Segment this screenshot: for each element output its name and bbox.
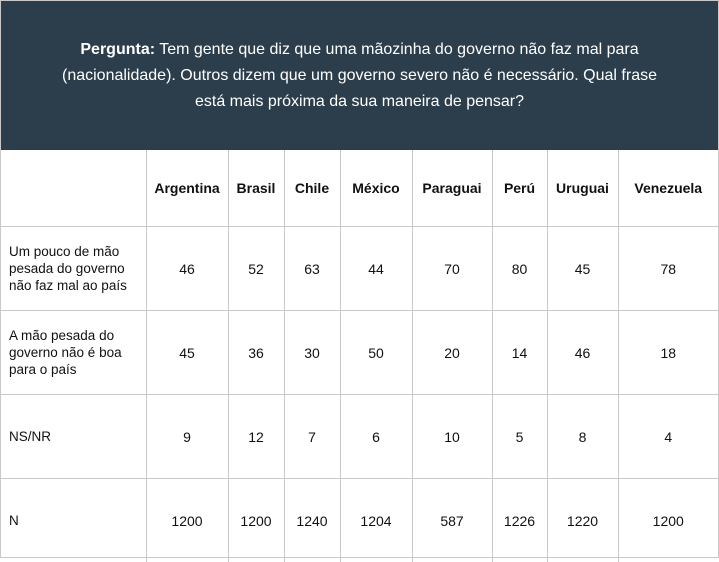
row-label: Um pouco de mão pesada do governo não fa…	[1, 227, 146, 311]
table-cell: 1220	[547, 479, 618, 562]
table-cell: 50	[340, 311, 412, 395]
table-cell: 70	[412, 227, 492, 311]
table-cell: 36	[228, 311, 284, 395]
table-cell: 587	[412, 479, 492, 562]
table-row: A mão pesada do governo não é boa para o…	[1, 311, 718, 395]
table-row: N 1200 1200 1240 1204 587 1226 1220 1200	[1, 479, 718, 562]
table-cell: 6	[340, 395, 412, 479]
table-cell: 63	[284, 227, 340, 311]
row-label: A mão pesada do governo não é boa para o…	[1, 311, 146, 395]
table-cell: 1240	[284, 479, 340, 562]
table-cell: 9	[146, 395, 228, 479]
table-cell: 1204	[340, 479, 412, 562]
table-cell: 1200	[228, 479, 284, 562]
table-cell: 78	[618, 227, 718, 311]
table-cell: 46	[146, 227, 228, 311]
column-header: Paraguai	[412, 150, 492, 227]
table-row: NS/NR 9 12 7 6 10 5 8 4	[1, 395, 718, 479]
table-cell: 14	[492, 311, 547, 395]
question-header: Pergunta: Tem gente que diz que uma mãoz…	[1, 1, 718, 150]
table-cell: 1226	[492, 479, 547, 562]
table-cell: 1200	[618, 479, 718, 562]
column-header: Brasil	[228, 150, 284, 227]
question-text-block: Pergunta: Tem gente que diz que uma mãoz…	[60, 37, 660, 115]
table-cell: 45	[146, 311, 228, 395]
table-cell: 52	[228, 227, 284, 311]
table-cell: 46	[547, 311, 618, 395]
table-cell: 45	[547, 227, 618, 311]
question-label: Pergunta:	[80, 41, 155, 58]
column-header: México	[340, 150, 412, 227]
results-table: Argentina Brasil Chile México Paraguai P…	[1, 150, 718, 562]
column-header: Venezuela	[618, 150, 718, 227]
table-cell: 12	[228, 395, 284, 479]
table-cell: 5	[492, 395, 547, 479]
table-cell: 18	[618, 311, 718, 395]
table-row: Um pouco de mão pesada do governo não fa…	[1, 227, 718, 311]
table-header-row: Argentina Brasil Chile México Paraguai P…	[1, 150, 718, 227]
row-label: NS/NR	[1, 395, 146, 479]
table-cell: 20	[412, 311, 492, 395]
header-empty-cell	[1, 150, 146, 227]
table-cell: 10	[412, 395, 492, 479]
table-cell: 30	[284, 311, 340, 395]
table-cell: 4	[618, 395, 718, 479]
column-header: Uruguai	[547, 150, 618, 227]
column-header: Argentina	[146, 150, 228, 227]
column-header: Chile	[284, 150, 340, 227]
table-cell: 7	[284, 395, 340, 479]
row-label: N	[1, 479, 146, 562]
table-cell: 44	[340, 227, 412, 311]
column-header: Perú	[492, 150, 547, 227]
table-cell: 1200	[146, 479, 228, 562]
table-cell: 80	[492, 227, 547, 311]
table-cell: 8	[547, 395, 618, 479]
